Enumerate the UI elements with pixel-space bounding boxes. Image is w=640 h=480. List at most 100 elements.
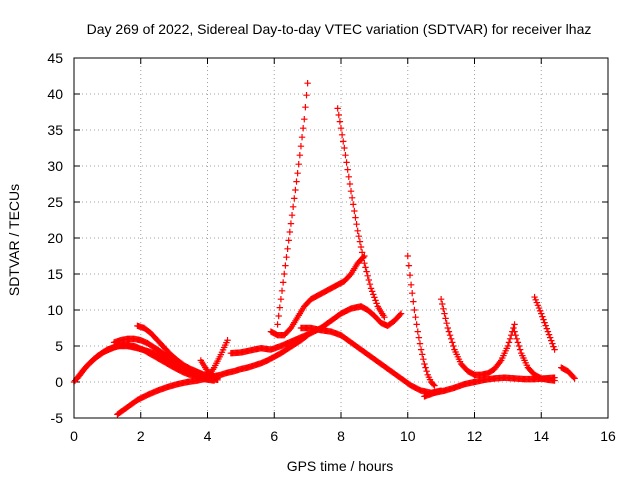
data-point: [539, 313, 546, 320]
data-point: [535, 304, 543, 312]
series-arc-r: [531, 293, 558, 353]
y-tick-label: 35: [47, 122, 63, 138]
data-point: [289, 203, 297, 210]
data-point: [404, 252, 411, 260]
x-tick-label: 8: [337, 428, 345, 444]
data-point: [282, 262, 289, 269]
data-point: [373, 300, 380, 307]
data-point: [571, 375, 578, 382]
x-tick-label: 0: [70, 428, 78, 444]
data-point: [341, 144, 348, 152]
data-point: [344, 166, 351, 173]
x-tick-label: 16: [600, 428, 616, 444]
data-point: [543, 325, 551, 332]
chart-title: Day 269 of 2022, Sidereal Day-to-day VTE…: [87, 21, 592, 37]
data-point: [360, 254, 367, 261]
data-point: [361, 260, 368, 267]
data-point: [510, 324, 517, 332]
data-point: [342, 152, 349, 159]
y-tick-label: 30: [47, 158, 63, 174]
data-point: [292, 186, 299, 194]
data-point: [336, 118, 344, 125]
x-tick-label: 10: [400, 428, 416, 444]
series-arc-n: [404, 252, 438, 389]
x-axis-title: GPS time / hours: [287, 458, 394, 474]
x-tick-label: 2: [137, 428, 145, 444]
data-point: [449, 339, 456, 346]
data-point: [367, 285, 375, 292]
data-point: [358, 249, 366, 256]
data-point: [444, 324, 451, 332]
data-point: [532, 296, 539, 303]
y-tick-label: 45: [47, 50, 63, 66]
y-tick-label: 25: [47, 194, 63, 210]
data-point: [550, 343, 557, 350]
data-point: [278, 287, 286, 294]
data-point: [346, 180, 354, 188]
data-point: [365, 276, 373, 284]
x-tick-label: 6: [270, 428, 278, 444]
y-axis-title: SDTVAR / TECUs: [6, 184, 22, 296]
data-point: [340, 138, 347, 145]
y-tick-label: 20: [47, 230, 63, 246]
x-tick-label: 4: [204, 428, 212, 444]
data-point: [504, 342, 512, 350]
series-arc-j: [274, 80, 311, 328]
data-point: [514, 339, 522, 346]
series-arc-m: [357, 303, 405, 330]
x-tick-label: 12: [467, 428, 483, 444]
data-point: [364, 272, 371, 279]
data-point: [302, 104, 309, 111]
data-point: [415, 334, 423, 341]
data-point: [421, 360, 428, 368]
data-point: [511, 321, 518, 328]
series-arc-d: [110, 335, 211, 381]
data-point: [285, 237, 292, 244]
data-point: [353, 221, 360, 228]
data-point: [420, 356, 427, 363]
series-arc-e: [114, 373, 218, 418]
data-point: [298, 134, 306, 141]
data-point: [288, 212, 296, 219]
data-point: [362, 264, 369, 271]
data-point: [297, 143, 305, 150]
data-point: [338, 131, 346, 138]
data-point: [352, 214, 359, 221]
data-point: [274, 321, 281, 328]
data-point: [570, 374, 577, 381]
data-point: [441, 310, 448, 317]
data-point: [419, 351, 426, 358]
data-point: [301, 116, 308, 123]
series-arc-s: [558, 364, 578, 382]
data-point: [345, 173, 352, 180]
data-point: [304, 80, 311, 87]
data-point: [431, 382, 438, 389]
data-point: [423, 368, 430, 375]
data-point: [355, 233, 362, 240]
data-point: [275, 312, 282, 320]
data-point: [544, 328, 552, 335]
data-point: [363, 268, 370, 275]
data-point: [405, 262, 413, 269]
series-arc-q: [511, 328, 558, 384]
y-tick-label: 15: [47, 266, 63, 282]
data-point: [430, 381, 437, 388]
data-point: [334, 105, 341, 112]
data-point: [284, 245, 291, 252]
data-point: [440, 305, 447, 312]
data-point: [534, 302, 542, 309]
data-point: [296, 152, 304, 159]
data-point: [299, 125, 307, 132]
data-point: [442, 315, 449, 322]
tick-layer: 0 2 4 6 8 10 12 14 16 -5 0 5 10 15 20 25 30 35 40 45: [47, 50, 616, 444]
data-point: [542, 322, 549, 329]
data-point: [422, 364, 429, 371]
data-point: [551, 346, 558, 353]
data-point: [303, 92, 310, 99]
data-point: [371, 294, 378, 301]
data-point: [414, 328, 421, 335]
data-point: [413, 321, 420, 328]
data-point: [545, 331, 553, 338]
series-arc-g: [204, 337, 231, 382]
data-point: [546, 334, 554, 341]
